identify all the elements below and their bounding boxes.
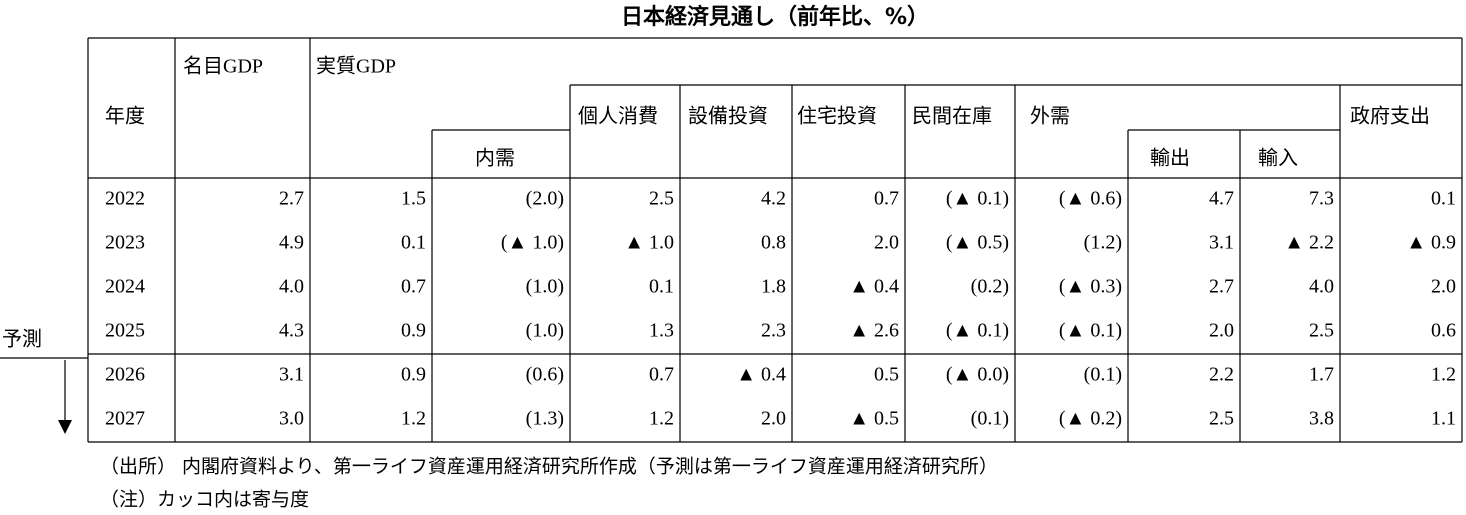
- value-cell: (0.1): [971, 408, 1009, 430]
- value-cell: (▲ 0.6): [1059, 188, 1122, 210]
- value-cell: 2.0: [1209, 320, 1234, 342]
- value-cell: ▲ 2.6: [849, 320, 899, 342]
- value-cell: 0.1: [649, 276, 674, 298]
- value-cell: ▲ 0.5: [849, 408, 899, 430]
- year-cell: 2022: [105, 188, 145, 210]
- value-cell: 4.7: [1209, 188, 1234, 210]
- note: （注）カッコ内は寄与度: [100, 489, 309, 511]
- value-cell: 3.0: [279, 408, 304, 430]
- value-cell: (▲ 0.1): [946, 320, 1009, 342]
- value-cell: 2.3: [761, 320, 786, 342]
- value-cell: 0.7: [649, 364, 674, 386]
- year-cell: 2026: [105, 364, 145, 386]
- value-cell: (2.0): [526, 188, 564, 210]
- column-header: 設備投資: [688, 105, 768, 128]
- value-cell: (1.2): [1084, 232, 1122, 254]
- value-cell: 2.7: [279, 188, 304, 210]
- value-cell: ▲ 0.4: [849, 276, 899, 298]
- value-cell: 4.2: [761, 188, 786, 210]
- value-cell: 4.3: [279, 320, 304, 342]
- value-cell: 4.0: [279, 276, 304, 298]
- value-cell: 0.1: [401, 232, 426, 254]
- value-cell: (1.0): [526, 276, 564, 298]
- column-header: 住宅投資: [797, 105, 877, 128]
- column-header: 年度: [105, 105, 145, 128]
- value-cell: 7.3: [1309, 188, 1334, 210]
- value-cell: 0.9: [401, 320, 426, 342]
- column-header: 政府支出: [1350, 105, 1430, 128]
- value-cell: ▲ 0.9: [1406, 232, 1456, 254]
- value-cell: 1.3: [649, 320, 674, 342]
- note: （出所） 内閣府資料より、第一ライフ資産運用経済研究所作成（予測は第一ライフ資産…: [100, 456, 998, 478]
- value-cell: 2.5: [1209, 408, 1234, 430]
- value-cell: (▲ 0.5): [946, 232, 1009, 254]
- value-cell: (1.3): [526, 408, 564, 430]
- value-cell: 3.8: [1309, 408, 1334, 430]
- value-cell: 1.5: [401, 188, 426, 210]
- value-cell: (0.1): [1084, 364, 1122, 386]
- year-cell: 2027: [105, 408, 145, 430]
- value-cell: (▲ 0.1): [946, 188, 1009, 210]
- value-cell: 2.5: [1309, 320, 1334, 342]
- value-cell: 4.9: [279, 232, 304, 254]
- value-cell: (▲ 0.0): [946, 364, 1009, 386]
- column-header: 実質GDP: [316, 55, 396, 78]
- value-cell: 0.7: [401, 276, 426, 298]
- value-cell: 0.8: [761, 232, 786, 254]
- value-cell: 1.8: [761, 276, 786, 298]
- value-cell: 0.9: [401, 364, 426, 386]
- column-header: 輸入: [1258, 147, 1298, 170]
- value-cell: 0.5: [874, 364, 899, 386]
- value-cell: ▲ 1.0: [624, 232, 674, 254]
- value-cell: (▲ 0.3): [1059, 276, 1122, 298]
- value-cell: 0.6: [1431, 320, 1456, 342]
- value-cell: 1.1: [1431, 408, 1456, 430]
- value-cell: 2.0: [874, 232, 899, 254]
- value-cell: (▲ 0.2): [1059, 408, 1122, 430]
- value-cell: 1.2: [649, 408, 674, 430]
- value-cell: 1.2: [401, 408, 426, 430]
- value-cell: 1.2: [1431, 364, 1456, 386]
- value-cell: (0.2): [971, 276, 1009, 298]
- value-cell: 2.7: [1209, 276, 1234, 298]
- value-cell: 0.7: [874, 188, 899, 210]
- value-cell: 0.1: [1431, 188, 1456, 210]
- column-header: 外需: [1030, 105, 1070, 128]
- value-cell: (1.0): [526, 320, 564, 342]
- value-cell: (▲ 0.1): [1059, 320, 1122, 342]
- title: 日本経済見通し（前年比、%）: [621, 4, 929, 30]
- value-cell: ▲ 2.2: [1284, 232, 1334, 254]
- year-cell: 2023: [105, 232, 145, 254]
- column-header: 内需: [475, 147, 515, 170]
- column-header: 個人消費: [578, 105, 658, 128]
- forecast-label: 予測: [2, 327, 42, 351]
- column-header: 民間在庫: [912, 105, 992, 128]
- forecast-arrowhead: [58, 420, 72, 434]
- value-cell: (0.6): [526, 364, 564, 386]
- value-cell: 3.1: [1209, 232, 1234, 254]
- year-cell: 2024: [105, 276, 145, 298]
- value-cell: 2.0: [761, 408, 786, 430]
- value-cell: 2.5: [649, 188, 674, 210]
- value-cell: 4.0: [1309, 276, 1334, 298]
- value-cell: 2.0: [1431, 276, 1456, 298]
- column-header: 輸出: [1150, 147, 1190, 170]
- column-header: 名目GDP: [183, 55, 263, 78]
- year-cell: 2025: [105, 320, 145, 342]
- value-cell: 3.1: [279, 364, 304, 386]
- value-cell: (▲ 1.0): [501, 232, 564, 254]
- value-cell: 1.7: [1309, 364, 1334, 386]
- value-cell: ▲ 0.4: [736, 364, 786, 386]
- value-cell: 2.2: [1209, 364, 1234, 386]
